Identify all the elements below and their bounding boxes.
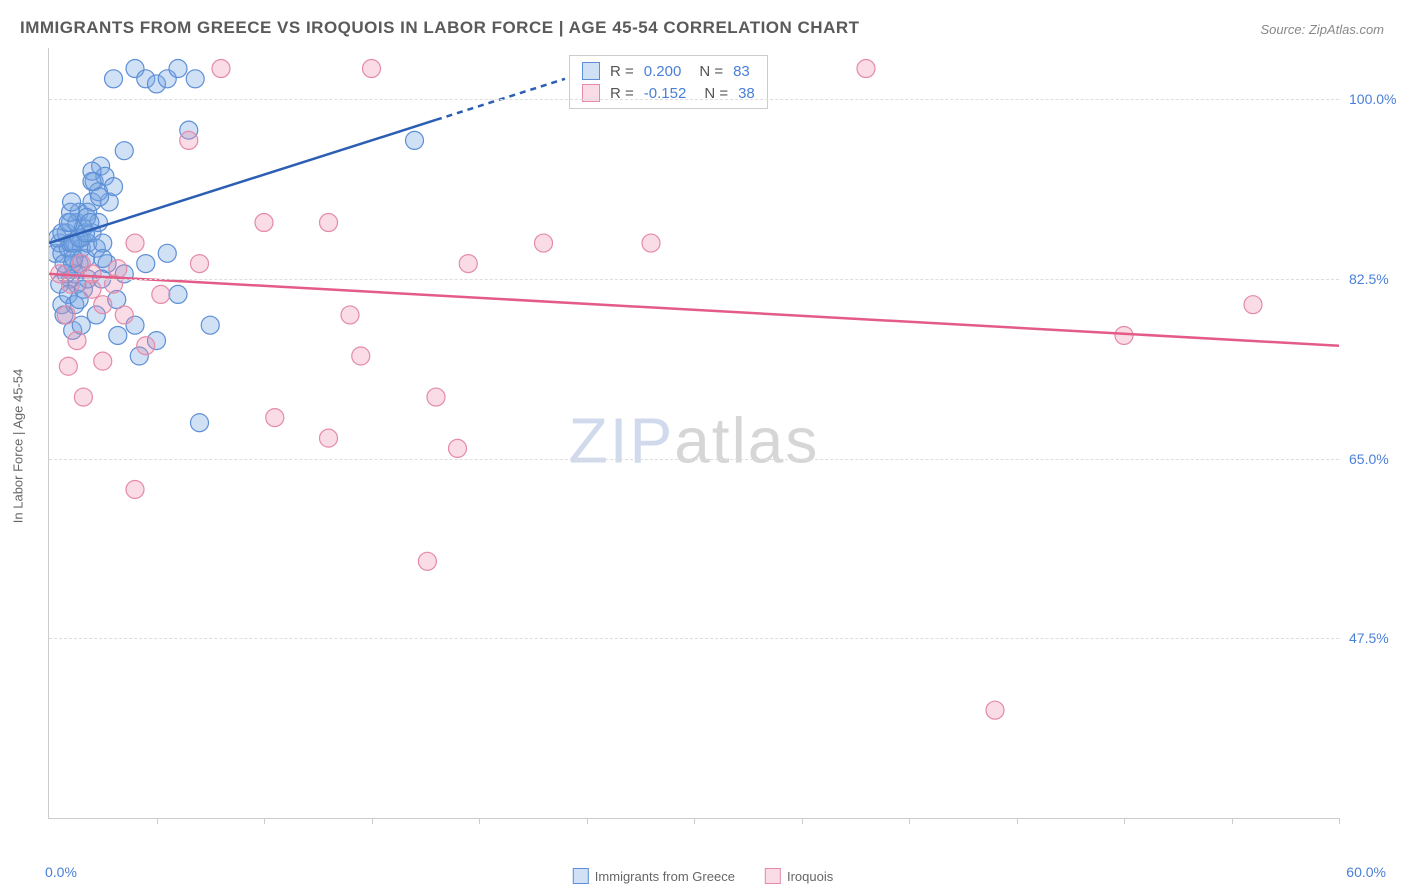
data-point	[59, 357, 77, 375]
data-point	[68, 332, 86, 350]
x-tick	[694, 818, 695, 824]
data-point	[535, 234, 553, 252]
y-tick-label: 65.0%	[1349, 451, 1406, 467]
data-point	[320, 429, 338, 447]
data-point	[63, 193, 81, 211]
data-point	[642, 234, 660, 252]
x-tick	[1124, 818, 1125, 824]
data-point	[169, 60, 187, 78]
data-point	[126, 234, 144, 252]
data-point	[191, 414, 209, 432]
data-point	[83, 265, 101, 283]
legend-label-iroquois: Iroquois	[787, 869, 833, 884]
data-point	[180, 131, 198, 149]
gridline	[49, 279, 1339, 280]
legend-item-iroquois: Iroquois	[765, 868, 833, 884]
data-point	[91, 188, 109, 206]
data-point	[152, 285, 170, 303]
y-axis-label: In Labor Force | Age 45-54	[11, 369, 26, 523]
x-tick	[372, 818, 373, 824]
data-point	[57, 306, 75, 324]
data-point	[109, 260, 127, 278]
x-tick	[264, 818, 265, 824]
gridline	[49, 459, 1339, 460]
r-label: R =	[610, 63, 634, 80]
x-axis-min-label: 0.0%	[45, 864, 77, 880]
data-point	[341, 306, 359, 324]
data-point	[1115, 326, 1133, 344]
x-tick	[909, 818, 910, 824]
r-value: 0.200	[644, 63, 682, 80]
data-point	[212, 60, 230, 78]
legend-label-greece: Immigrants from Greece	[595, 869, 735, 884]
data-point	[62, 275, 80, 293]
data-point	[266, 409, 284, 427]
correlation-row: R = 0.200 N = 83	[582, 62, 755, 80]
legend-swatch-greece	[573, 868, 589, 884]
y-tick-label: 47.5%	[1349, 630, 1406, 646]
data-point	[201, 316, 219, 334]
chart-svg	[49, 48, 1339, 818]
n-value: 83	[733, 63, 750, 80]
regression-line	[49, 274, 1339, 346]
data-point	[459, 255, 477, 273]
corr-swatch	[582, 62, 600, 80]
legend-swatch-iroquois	[765, 868, 781, 884]
x-tick	[1232, 818, 1233, 824]
data-point	[352, 347, 370, 365]
data-point	[418, 552, 436, 570]
chart-title: IMMIGRANTS FROM GREECE VS IROQUOIS IN LA…	[20, 18, 860, 38]
data-point	[115, 142, 133, 160]
data-point	[406, 131, 424, 149]
x-tick	[587, 818, 588, 824]
data-point	[158, 244, 176, 262]
data-point	[126, 480, 144, 498]
correlation-legend: R =0.200N =83R =-0.152N =38	[569, 55, 768, 109]
data-point	[137, 337, 155, 355]
data-point	[986, 701, 1004, 719]
data-point	[857, 60, 875, 78]
plot-area: ZIPatlas R =0.200N =83R =-0.152N =38 100…	[48, 48, 1339, 819]
data-point	[363, 60, 381, 78]
data-point	[94, 296, 112, 314]
data-point	[94, 352, 112, 370]
x-tick	[479, 818, 480, 824]
data-point	[169, 285, 187, 303]
data-point	[191, 255, 209, 273]
n-label: N =	[699, 63, 723, 80]
data-point	[105, 70, 123, 88]
data-point	[255, 214, 273, 232]
gridline	[49, 99, 1339, 100]
y-tick-label: 82.5%	[1349, 271, 1406, 287]
bottom-legend: Immigrants from Greece Iroquois	[573, 868, 833, 884]
data-point	[186, 70, 204, 88]
y-tick-label: 100.0%	[1349, 91, 1406, 107]
x-tick	[157, 818, 158, 824]
gridline	[49, 638, 1339, 639]
x-tick	[1339, 818, 1340, 824]
x-axis-max-label: 60.0%	[1346, 864, 1386, 880]
data-point	[115, 306, 133, 324]
data-point	[1244, 296, 1262, 314]
source-label: Source: ZipAtlas.com	[1260, 22, 1384, 37]
data-point	[137, 255, 155, 273]
data-point	[449, 439, 467, 457]
data-point	[94, 249, 112, 267]
data-point	[74, 388, 92, 406]
data-point	[109, 326, 127, 344]
x-tick	[802, 818, 803, 824]
data-point	[320, 214, 338, 232]
legend-item-greece: Immigrants from Greece	[573, 868, 735, 884]
x-tick	[1017, 818, 1018, 824]
data-point	[427, 388, 445, 406]
